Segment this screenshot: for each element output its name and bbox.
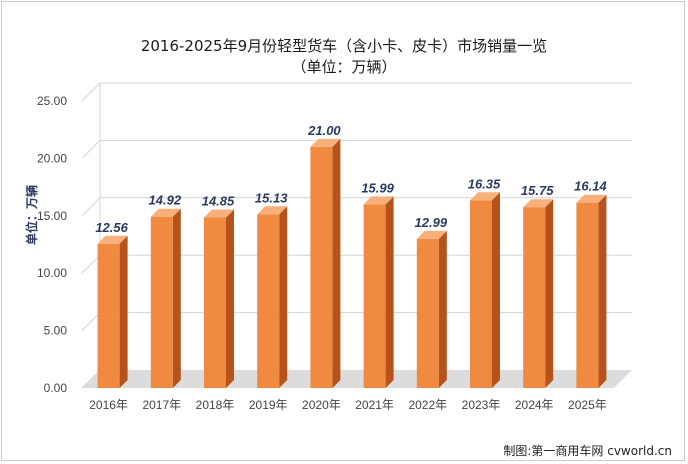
y-tick-label: 5.00 — [44, 324, 68, 338]
data-label: 15.75 — [521, 183, 554, 198]
x-axis-ticks: 2016年 2017年 2018年 2019年 2020年 2021年 2022年 2023年… — [89, 398, 607, 412]
bar — [470, 192, 500, 388]
bar-top — [523, 199, 554, 208]
bar-side — [598, 194, 607, 388]
bar — [523, 199, 554, 388]
y-tick-label: 15.00 — [37, 209, 67, 223]
bar — [257, 206, 288, 388]
data-label: 16.14 — [574, 179, 607, 194]
bar-side — [438, 230, 447, 388]
x-tick-label: 2017年 — [142, 398, 181, 412]
bar-side — [172, 208, 181, 388]
grid-line — [81, 82, 632, 102]
bar-top — [363, 196, 394, 205]
bar-front — [523, 207, 546, 388]
bar — [97, 235, 128, 388]
y-axis-label: 单位：万辆 — [24, 185, 39, 245]
bar-top — [470, 192, 500, 201]
bar-front — [257, 214, 280, 388]
bar — [310, 138, 341, 388]
bar-side — [545, 199, 554, 388]
data-label: 15.99 — [361, 180, 394, 195]
bar-side — [332, 138, 341, 388]
bar-front — [576, 202, 599, 388]
bar-side — [119, 235, 128, 388]
bar-front — [363, 204, 386, 388]
bar — [576, 194, 607, 388]
x-tick-label: 2019年 — [249, 398, 288, 412]
chart-subtitle: （单位：万辆） — [291, 58, 397, 76]
y-tick-label: 10.00 — [37, 266, 67, 280]
bar-top — [150, 208, 181, 217]
x-tick-label: 2020年 — [302, 398, 341, 412]
bar — [416, 230, 447, 388]
x-tick-label: 2025年 — [568, 398, 607, 412]
data-label: 16.35 — [468, 176, 501, 191]
bar-side — [385, 196, 394, 388]
bar — [150, 208, 181, 388]
bar-top — [416, 230, 447, 239]
data-label: 12.99 — [415, 215, 448, 230]
data-label: 14.92 — [149, 193, 182, 208]
data-label: 14.85 — [202, 194, 235, 209]
y-tick-label: 0.00 — [44, 381, 68, 395]
data-labels: 12.56 14.92 14.85 15.13 21.00 15.99 12.99 16.35… — [95, 123, 607, 235]
bar-top — [97, 235, 128, 244]
y-tick-label: 20.00 — [37, 151, 67, 165]
x-tick-label: 2022年 — [408, 398, 447, 412]
bar-side — [226, 209, 234, 388]
x-tick-label: 2024年 — [515, 398, 554, 412]
chart-title: 2016-2025年9月份轻型货车（含小卡、皮卡）市场销量一览 — [140, 37, 548, 55]
bar-front — [97, 243, 120, 388]
bar-top — [576, 194, 607, 203]
x-tick-label: 2016年 — [89, 398, 128, 412]
bar-top — [204, 209, 234, 218]
bar-side — [492, 192, 500, 388]
y-tick-label: 25.00 — [37, 94, 67, 108]
bar-top — [310, 138, 341, 147]
data-label: 15.13 — [255, 190, 288, 205]
x-tick-label: 2021年 — [355, 398, 394, 412]
bar — [363, 196, 394, 388]
bar — [204, 209, 234, 388]
bar-front — [150, 216, 173, 388]
x-tick-label: 2018年 — [196, 398, 235, 412]
bar-top — [257, 206, 288, 215]
y-axis-ticks: 0.00 5.00 10.00 15.00 20.00 25.00 — [37, 94, 67, 395]
bar-side — [279, 206, 288, 388]
grid-line — [81, 139, 632, 159]
bar-front — [470, 200, 492, 388]
x-tick-label: 2023年 — [462, 398, 501, 412]
bar-front — [416, 238, 439, 388]
bar-front — [204, 217, 226, 388]
credit-text: 制图:第一商用车网 cvworld.cn — [503, 444, 672, 458]
bar-front — [310, 146, 333, 388]
bars — [97, 138, 607, 388]
data-label: 21.00 — [307, 123, 341, 138]
data-label: 12.56 — [95, 220, 128, 235]
